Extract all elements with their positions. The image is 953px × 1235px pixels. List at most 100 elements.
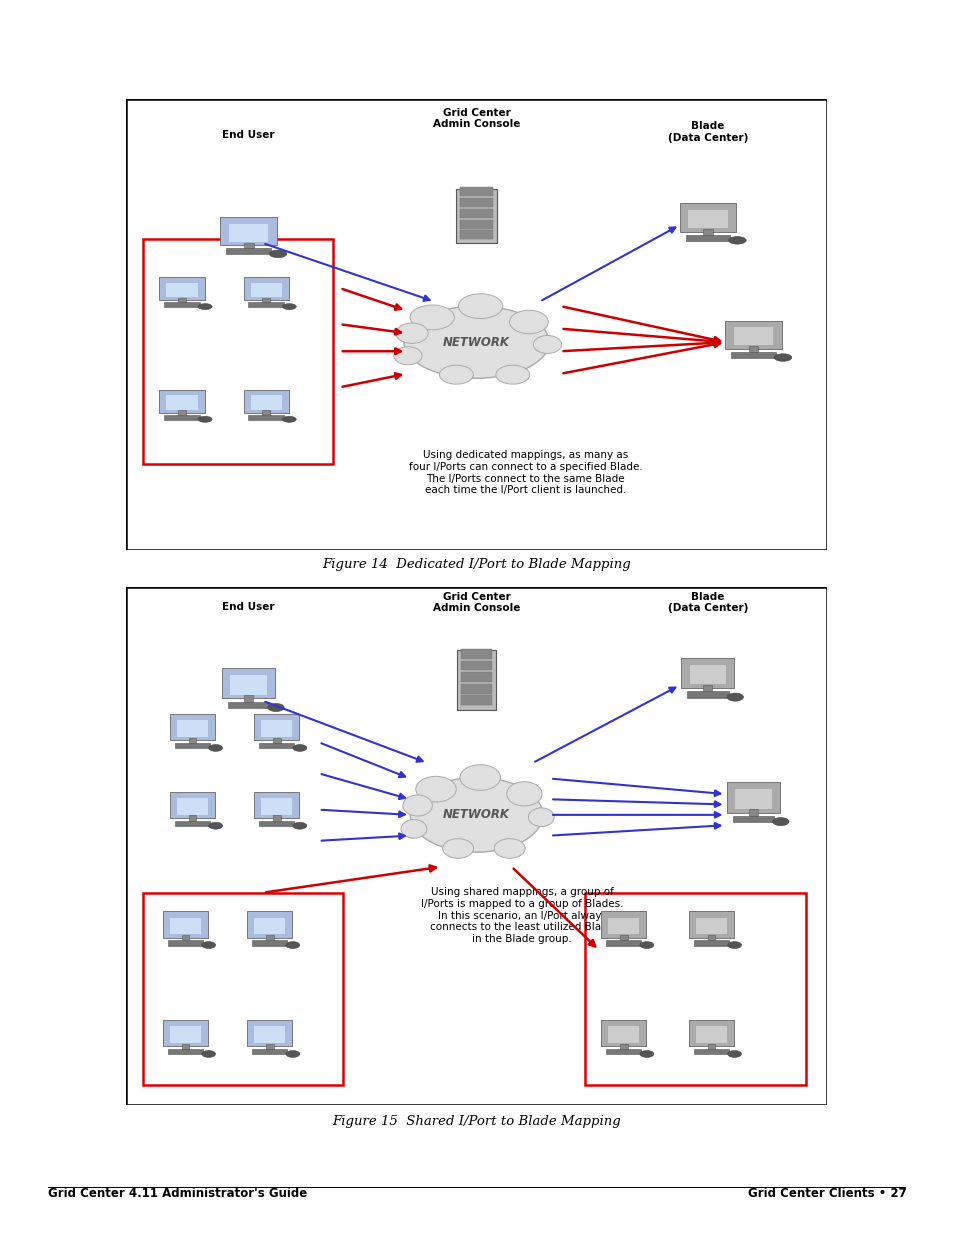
- Text: Grid Center
Admin Console: Grid Center Admin Console: [433, 592, 519, 614]
- Ellipse shape: [772, 818, 788, 826]
- Ellipse shape: [198, 304, 212, 310]
- FancyBboxPatch shape: [143, 893, 343, 1084]
- Ellipse shape: [773, 353, 791, 362]
- FancyBboxPatch shape: [456, 651, 496, 710]
- FancyBboxPatch shape: [174, 821, 210, 826]
- FancyBboxPatch shape: [732, 815, 774, 823]
- Ellipse shape: [293, 745, 307, 751]
- FancyBboxPatch shape: [143, 238, 333, 464]
- FancyBboxPatch shape: [456, 189, 497, 243]
- FancyBboxPatch shape: [168, 1049, 203, 1055]
- FancyBboxPatch shape: [247, 1020, 292, 1046]
- Ellipse shape: [268, 704, 284, 711]
- FancyBboxPatch shape: [177, 798, 208, 815]
- FancyBboxPatch shape: [693, 940, 728, 946]
- Ellipse shape: [269, 249, 287, 258]
- FancyBboxPatch shape: [261, 720, 292, 737]
- FancyBboxPatch shape: [460, 695, 492, 705]
- FancyBboxPatch shape: [733, 327, 772, 346]
- FancyBboxPatch shape: [261, 798, 292, 815]
- FancyBboxPatch shape: [253, 1026, 285, 1044]
- FancyBboxPatch shape: [228, 701, 269, 708]
- FancyBboxPatch shape: [229, 224, 268, 242]
- FancyBboxPatch shape: [605, 940, 640, 946]
- FancyBboxPatch shape: [252, 940, 287, 946]
- FancyBboxPatch shape: [164, 303, 199, 308]
- Text: Grid Center Clients • 27: Grid Center Clients • 27: [747, 1187, 905, 1200]
- FancyBboxPatch shape: [248, 303, 284, 308]
- FancyBboxPatch shape: [248, 415, 284, 420]
- Ellipse shape: [727, 941, 740, 948]
- FancyBboxPatch shape: [259, 821, 294, 826]
- Ellipse shape: [496, 366, 529, 384]
- Ellipse shape: [442, 839, 473, 858]
- FancyBboxPatch shape: [259, 743, 294, 748]
- Ellipse shape: [459, 764, 500, 790]
- Ellipse shape: [416, 777, 456, 802]
- FancyBboxPatch shape: [177, 720, 208, 737]
- FancyBboxPatch shape: [460, 684, 492, 694]
- FancyBboxPatch shape: [251, 283, 281, 298]
- FancyBboxPatch shape: [251, 395, 281, 410]
- FancyBboxPatch shape: [222, 668, 274, 699]
- FancyBboxPatch shape: [608, 918, 639, 934]
- FancyBboxPatch shape: [459, 231, 493, 240]
- FancyBboxPatch shape: [608, 1026, 639, 1044]
- FancyBboxPatch shape: [688, 1020, 733, 1046]
- Text: End User: End User: [222, 130, 274, 140]
- FancyBboxPatch shape: [695, 918, 726, 934]
- Ellipse shape: [439, 366, 473, 384]
- Ellipse shape: [639, 941, 653, 948]
- FancyBboxPatch shape: [253, 918, 285, 934]
- Ellipse shape: [506, 782, 541, 806]
- FancyBboxPatch shape: [174, 743, 210, 748]
- Bar: [189, 815, 196, 823]
- Ellipse shape: [286, 1051, 299, 1057]
- Ellipse shape: [282, 416, 296, 422]
- Bar: [178, 410, 186, 417]
- FancyBboxPatch shape: [600, 911, 646, 937]
- FancyBboxPatch shape: [126, 587, 826, 1105]
- FancyBboxPatch shape: [226, 248, 271, 254]
- FancyBboxPatch shape: [600, 1020, 646, 1046]
- FancyBboxPatch shape: [253, 792, 299, 819]
- Ellipse shape: [400, 820, 426, 839]
- FancyBboxPatch shape: [167, 283, 197, 298]
- FancyBboxPatch shape: [688, 911, 733, 937]
- FancyBboxPatch shape: [460, 672, 492, 682]
- Ellipse shape: [403, 306, 549, 378]
- Ellipse shape: [201, 941, 215, 948]
- FancyBboxPatch shape: [163, 911, 208, 937]
- Bar: [748, 809, 758, 819]
- Ellipse shape: [533, 336, 561, 353]
- Ellipse shape: [494, 839, 524, 858]
- FancyBboxPatch shape: [735, 789, 771, 809]
- FancyBboxPatch shape: [605, 1049, 640, 1055]
- Ellipse shape: [726, 693, 742, 701]
- Ellipse shape: [394, 347, 421, 364]
- Bar: [266, 935, 274, 942]
- Text: Grid Center
Admin Console: Grid Center Admin Console: [433, 107, 519, 130]
- Ellipse shape: [286, 941, 299, 948]
- Bar: [181, 1044, 190, 1051]
- Ellipse shape: [282, 304, 296, 310]
- FancyBboxPatch shape: [170, 792, 215, 819]
- FancyBboxPatch shape: [126, 99, 826, 550]
- FancyBboxPatch shape: [163, 1020, 208, 1046]
- FancyBboxPatch shape: [167, 395, 197, 410]
- FancyBboxPatch shape: [252, 1049, 287, 1055]
- Ellipse shape: [209, 823, 222, 829]
- Bar: [273, 737, 280, 745]
- Bar: [189, 737, 196, 745]
- FancyBboxPatch shape: [159, 390, 205, 412]
- FancyBboxPatch shape: [724, 321, 781, 350]
- Bar: [273, 815, 280, 823]
- FancyBboxPatch shape: [220, 217, 276, 246]
- Bar: [748, 346, 758, 354]
- FancyBboxPatch shape: [460, 648, 492, 658]
- Bar: [262, 298, 270, 304]
- Bar: [707, 935, 715, 942]
- Text: End User: End User: [222, 603, 274, 613]
- Bar: [244, 695, 253, 704]
- FancyBboxPatch shape: [243, 390, 289, 412]
